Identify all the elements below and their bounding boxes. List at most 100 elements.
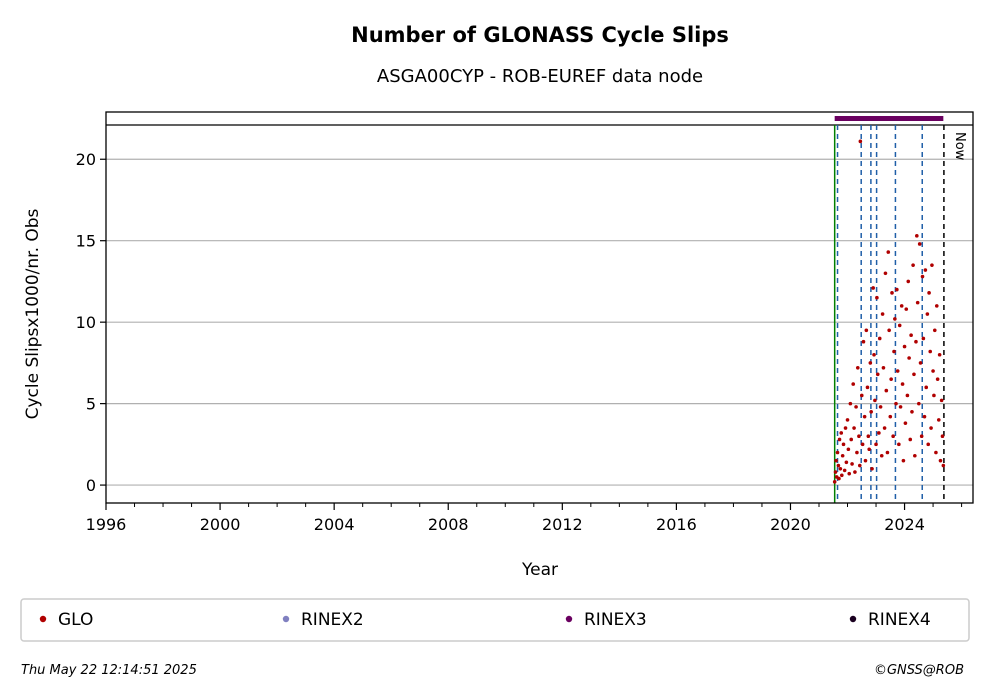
data-point bbox=[850, 462, 854, 466]
data-point bbox=[875, 372, 880, 377]
data-point bbox=[865, 385, 870, 390]
legend: GLO RINEX2 RINEX3 RINEX4 bbox=[20, 598, 970, 642]
x-tick-label: 2020 bbox=[770, 515, 811, 534]
legend-label-rinex3: RINEX3 bbox=[584, 610, 647, 630]
data-point bbox=[858, 139, 863, 144]
x-tick-label: 2004 bbox=[314, 515, 355, 534]
data-point bbox=[857, 434, 861, 439]
data-point bbox=[868, 361, 873, 365]
legend-label-glo: GLO bbox=[58, 610, 93, 630]
data-point bbox=[866, 434, 871, 439]
data-point bbox=[909, 333, 913, 337]
data-point bbox=[840, 473, 844, 478]
now-label: Now bbox=[952, 132, 967, 161]
data-point bbox=[853, 470, 857, 474]
data-point bbox=[904, 307, 909, 311]
legend-label-rinex2: RINEX2 bbox=[301, 610, 364, 630]
data-point bbox=[861, 339, 866, 344]
data-point bbox=[847, 471, 852, 476]
data-point bbox=[912, 372, 916, 377]
data-point bbox=[910, 409, 914, 414]
data-point bbox=[889, 377, 893, 381]
data-point bbox=[897, 323, 902, 328]
data-point bbox=[869, 409, 873, 414]
data-point bbox=[887, 328, 891, 333]
data-point bbox=[917, 401, 921, 406]
data-point bbox=[932, 393, 936, 398]
data-point bbox=[941, 463, 946, 468]
data-point bbox=[884, 388, 889, 393]
data-point bbox=[859, 393, 864, 398]
data-point bbox=[833, 470, 838, 474]
x-tick-label: 2024 bbox=[884, 515, 925, 534]
footer-copyright: ©GNSS@ROB bbox=[874, 663, 964, 678]
data-point bbox=[929, 426, 933, 430]
data-point bbox=[922, 414, 927, 419]
data-point bbox=[877, 336, 882, 341]
data-point bbox=[935, 377, 940, 381]
data-point bbox=[892, 349, 896, 354]
data-point bbox=[926, 442, 931, 447]
data-point bbox=[938, 458, 943, 463]
data-point bbox=[844, 460, 849, 465]
data-point bbox=[899, 304, 904, 308]
chart-title: Number of GLONASS Cycle Slips bbox=[351, 23, 729, 47]
data-point bbox=[939, 398, 944, 403]
data-point bbox=[843, 426, 848, 430]
data-point bbox=[930, 263, 934, 267]
data-point bbox=[934, 304, 939, 308]
data-point bbox=[871, 286, 875, 290]
data-point bbox=[867, 447, 871, 452]
data-point bbox=[902, 344, 907, 349]
data-point bbox=[879, 453, 884, 458]
data-point bbox=[870, 466, 874, 471]
x-tick-label: 2008 bbox=[428, 515, 469, 534]
data-point bbox=[921, 336, 926, 341]
data-point bbox=[928, 349, 933, 354]
data-point bbox=[934, 450, 938, 455]
data-point bbox=[837, 437, 842, 442]
data-point bbox=[877, 431, 881, 435]
data-point bbox=[839, 431, 844, 435]
data-point bbox=[898, 405, 903, 409]
y-tick-label: 20 bbox=[76, 150, 96, 169]
data-point bbox=[854, 405, 858, 409]
data-point bbox=[851, 382, 856, 386]
data-point bbox=[886, 250, 891, 254]
data-point bbox=[901, 458, 906, 463]
data-point bbox=[905, 393, 910, 398]
data-point bbox=[860, 442, 865, 447]
data-point bbox=[907, 356, 911, 360]
data-point bbox=[834, 458, 838, 463]
y-tick-label: 15 bbox=[76, 232, 96, 251]
y-tick-label: 0 bbox=[86, 476, 96, 495]
legend-marker-rinex2 bbox=[282, 615, 290, 623]
legend-frame bbox=[20, 598, 970, 642]
data-point bbox=[915, 300, 920, 305]
data-point bbox=[842, 468, 847, 473]
data-point bbox=[848, 401, 853, 406]
data-point bbox=[914, 339, 918, 344]
x-tick-label: 2016 bbox=[656, 515, 697, 534]
data-point bbox=[855, 450, 859, 455]
x-tick-label: 2012 bbox=[542, 515, 583, 534]
data-point bbox=[849, 437, 854, 442]
data-point bbox=[891, 434, 895, 439]
data-point bbox=[878, 405, 883, 409]
data-point bbox=[932, 328, 937, 333]
data-point bbox=[840, 453, 845, 458]
data-point bbox=[882, 426, 887, 430]
data-point bbox=[845, 418, 850, 422]
data-point bbox=[940, 434, 945, 439]
y-tick-label: 10 bbox=[76, 313, 96, 332]
legend-label-rinex4: RINEX4 bbox=[868, 610, 931, 630]
data-point bbox=[873, 398, 877, 403]
data-point bbox=[835, 450, 840, 455]
data-point bbox=[903, 421, 908, 425]
data-point bbox=[895, 369, 900, 373]
legend-marker-rinex3 bbox=[565, 615, 573, 623]
data-point bbox=[927, 291, 931, 295]
data-point bbox=[880, 312, 885, 316]
data-point bbox=[895, 287, 899, 292]
